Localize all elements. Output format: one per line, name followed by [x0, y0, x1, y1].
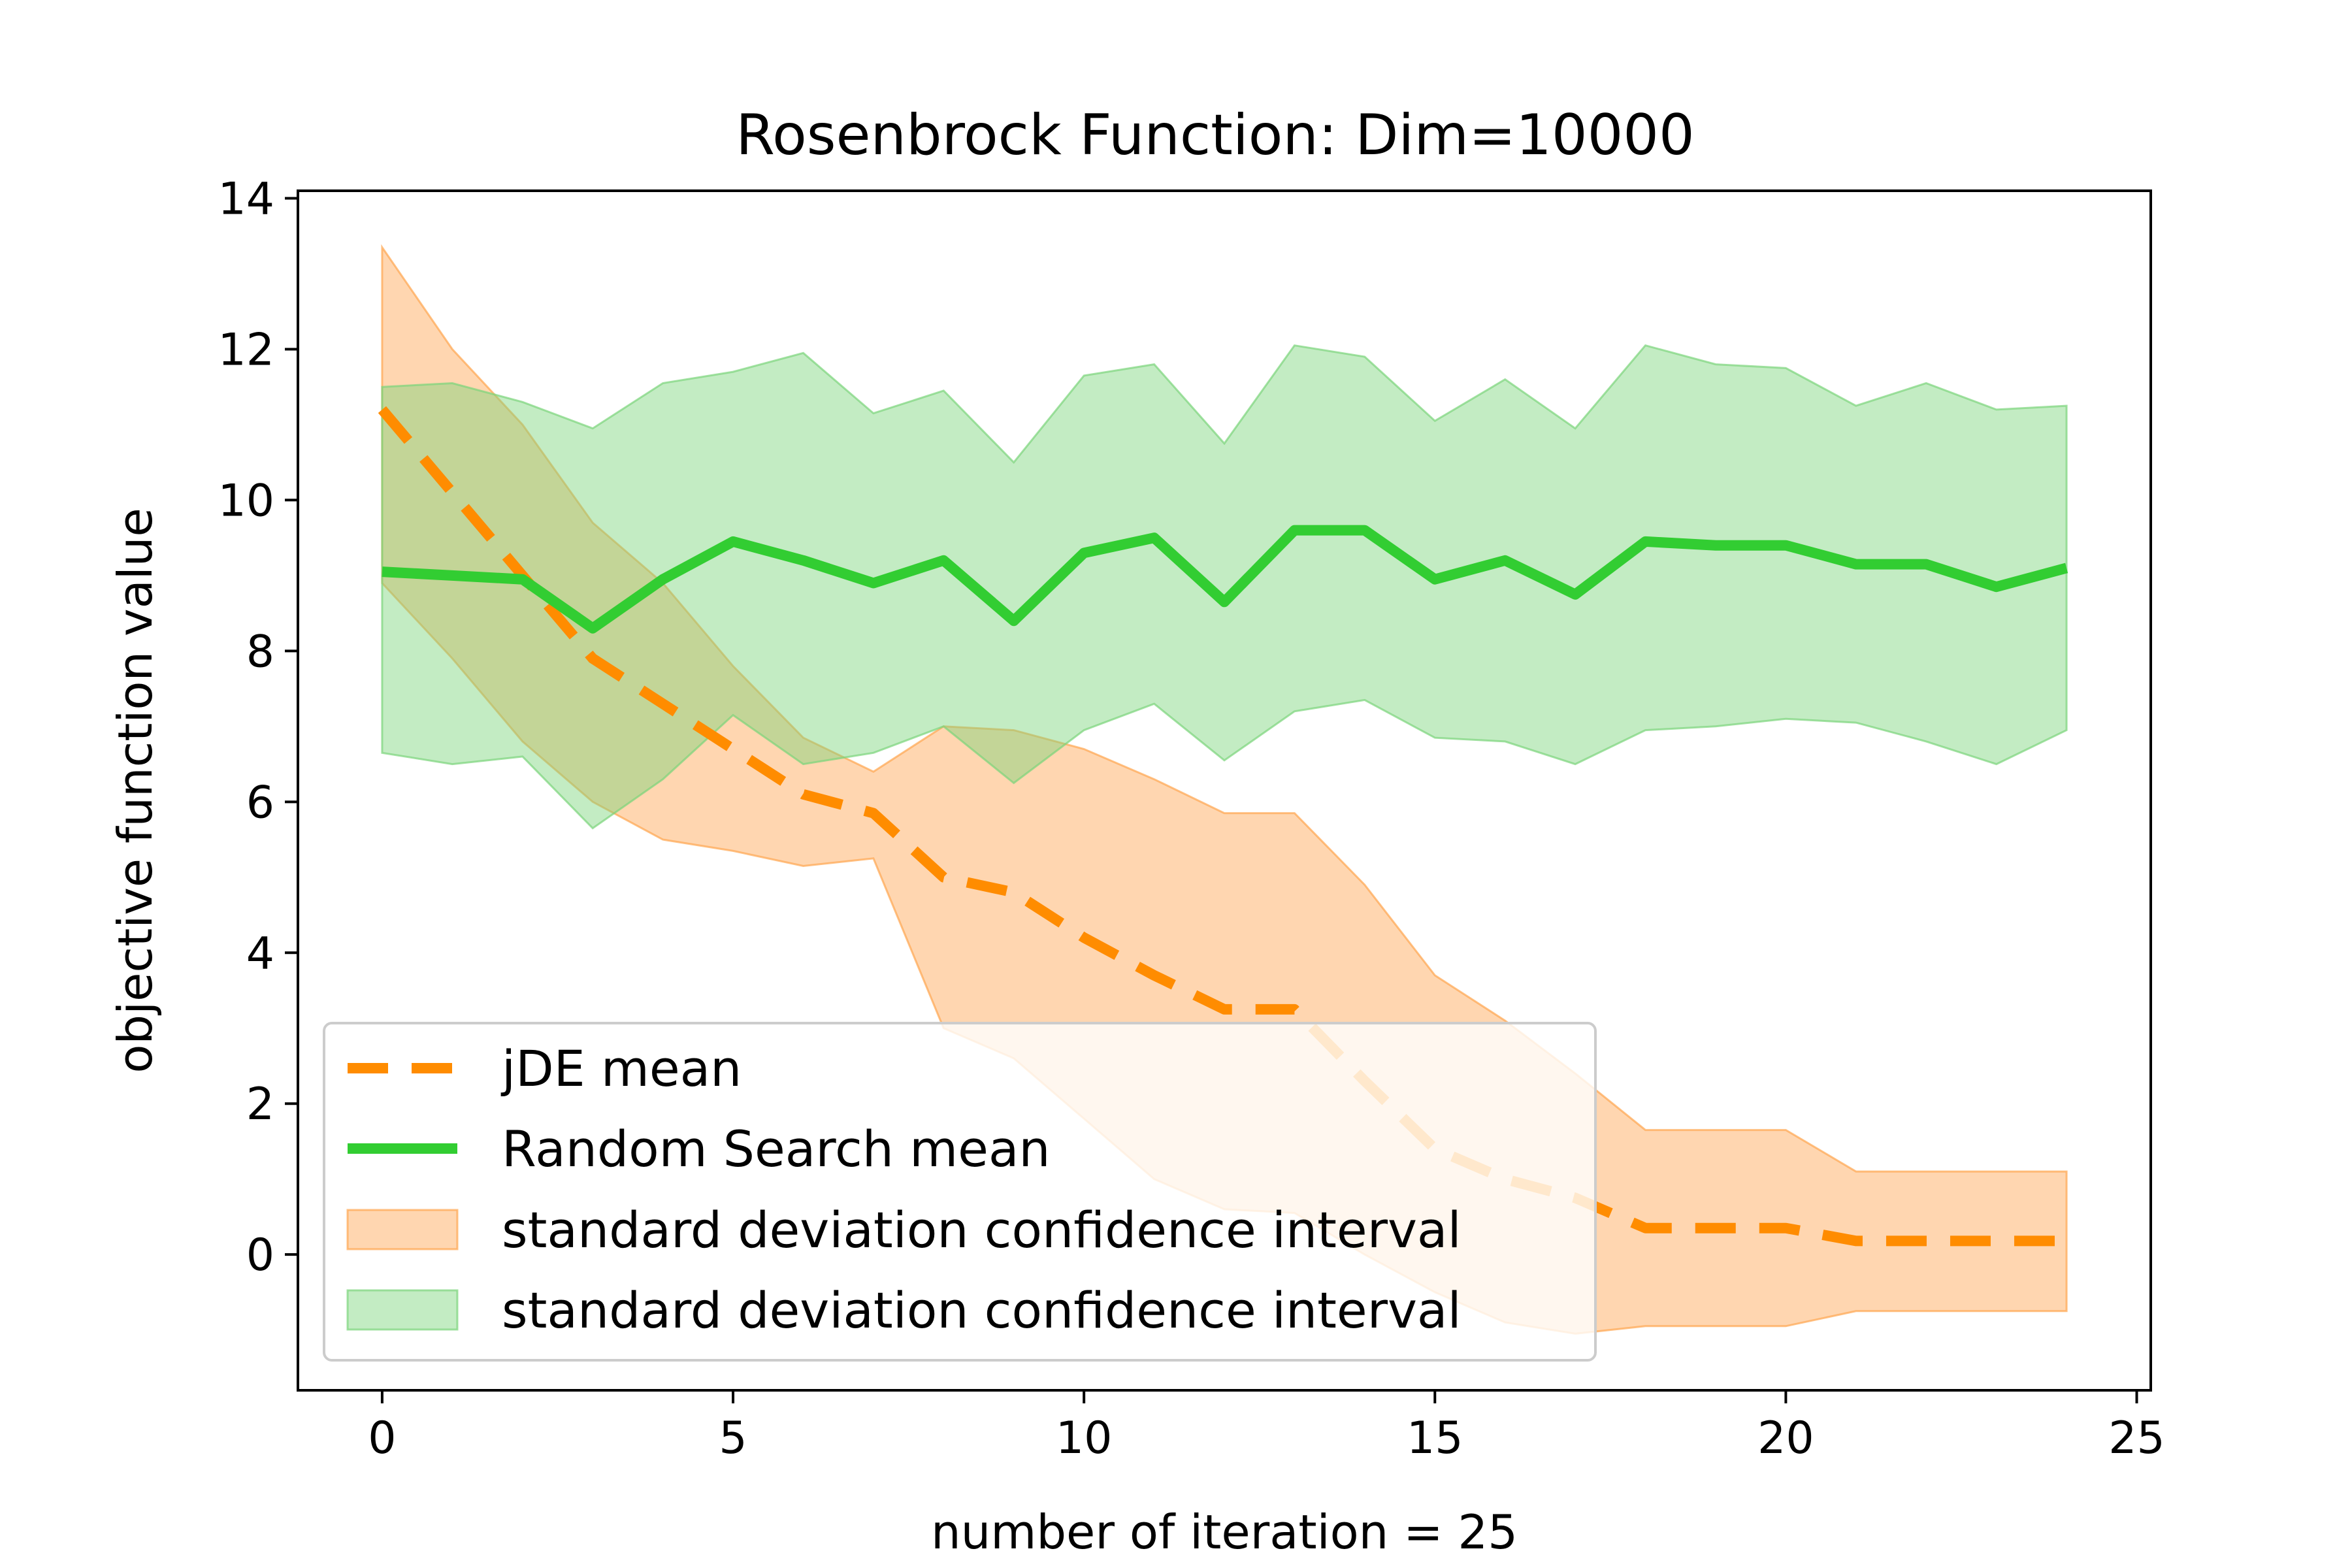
y-axis: 0 2 4 6 8 10 12 14	[218, 174, 298, 1281]
legend: jDE mean Random Search mean standard devia…	[323, 1022, 1597, 1362]
y-tick-label: 10	[218, 475, 274, 527]
legend-label: jDE mean	[500, 1039, 742, 1098]
series-line-1	[378, 406, 2067, 1247]
y-tick-label: 14	[218, 174, 274, 225]
series-line-2	[382, 525, 2068, 634]
legend-label: Random Search mean	[502, 1120, 1051, 1178]
legend-swatch	[346, 1289, 459, 1331]
y-tick-label: 2	[246, 1079, 274, 1130]
x-axis-label: number of iteration = 25	[931, 1505, 1518, 1560]
y-tick-label: 6	[246, 777, 274, 828]
legend-box	[323, 1022, 1597, 1362]
legend-label: standard deviation confidence interval	[502, 1281, 1462, 1339]
y-tick-label: 8	[246, 626, 274, 678]
confidence-band-2	[381, 344, 2068, 830]
x-tick-label: 5	[719, 1413, 747, 1464]
x-axis: 0 5 10 15 20 25	[368, 1390, 2165, 1464]
x-tick-label: 25	[2108, 1413, 2165, 1464]
y-tick-label: 12	[218, 324, 274, 376]
legend-swatch	[346, 1209, 459, 1250]
y-axis-label: objective function value	[108, 508, 163, 1073]
x-tick-label: 0	[368, 1413, 396, 1464]
chart-title: Rosenbrock Function: Dim=10000	[736, 103, 1694, 168]
x-tick-label: 10	[1056, 1413, 1113, 1464]
x-tick-label: 15	[1407, 1413, 1463, 1464]
y-tick-label: 0	[246, 1230, 274, 1281]
legend-label: standard deviation confidence interval	[502, 1201, 1462, 1259]
y-tick-label: 4	[246, 928, 274, 979]
axes-frame	[297, 189, 2152, 1392]
x-tick-label: 20	[1757, 1413, 1814, 1464]
